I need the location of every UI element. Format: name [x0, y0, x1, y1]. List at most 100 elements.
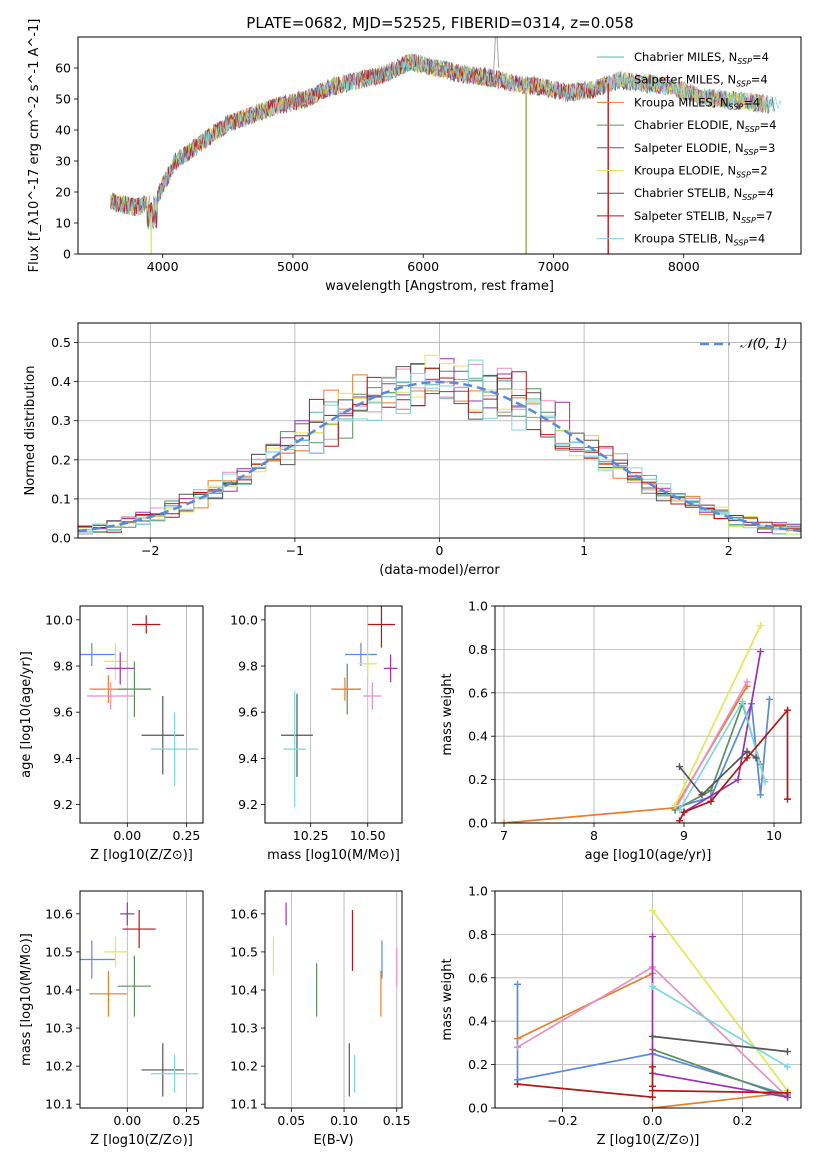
x-tick-label: −0.2 — [547, 1113, 577, 1128]
legend-subscript: SSP — [729, 102, 744, 111]
y-tick-label: 0.2 — [468, 772, 488, 787]
x-axis-label: (data-model)/error — [379, 563, 500, 578]
y-tick-label: 10.6 — [230, 906, 258, 921]
y-tick-label: 0.0 — [468, 1101, 488, 1116]
mass-weight-marker — [757, 791, 764, 799]
spectrum-line — [110, 54, 609, 229]
legend-subscript: SSP — [737, 57, 752, 66]
y-tick-label: 9.4 — [238, 751, 258, 766]
y-tick-label: 10.1 — [45, 1097, 73, 1112]
mass-weight-line — [652, 1048, 788, 1099]
x-tick-label: 0.05 — [277, 1113, 305, 1128]
mass-weight-marker — [649, 1104, 656, 1108]
mass-weight-line — [674, 699, 771, 809]
legend-count: =7 — [756, 209, 773, 223]
legend-entry: 𝒩(0, 1) — [740, 337, 787, 352]
x-tick-label: 0 — [436, 543, 444, 558]
y-tick-label: 0.2 — [51, 452, 71, 467]
mass-weight-marker — [649, 1063, 656, 1071]
y-tick-label: 9.4 — [53, 751, 73, 766]
mass-weight-marker — [649, 1032, 656, 1040]
mass-weight-marker — [761, 778, 769, 786]
y-tick-label: 0.6 — [468, 970, 488, 985]
y-axis-label: mass [log10(M/M⊙)] — [19, 933, 34, 1066]
y-tick-label: 10.0 — [230, 612, 258, 627]
mass-weight-line — [517, 1083, 653, 1099]
y-tick-label: 1.0 — [468, 599, 488, 614]
mass-weight-marker — [743, 754, 751, 762]
mass-weight-marker — [739, 697, 746, 705]
x-tick-label: 0.25 — [173, 828, 201, 843]
legend-entry: Chabrier MILES, NSSP=4 — [634, 50, 769, 66]
y-axis-label: age [log10(age/yr)] — [19, 651, 34, 778]
axes-frame — [77, 322, 802, 539]
y-tick-label: 30 — [55, 154, 71, 169]
mass-weight-marker — [514, 980, 521, 988]
gaussian-curve — [78, 380, 801, 533]
axes-age_vs_Z: 0.00 0.25 9.2 9.4 9.6 9.8 10.0 Z [log10(Z/Z⊙)] a… — [19, 605, 204, 863]
axes-residuals: −2 −1 0 1 2 0.0 0.1 0.2 0.3 0.4 0.5 (data-model)/er… — [23, 322, 802, 578]
legend-subscript: SSP — [741, 216, 756, 225]
mass-weight-marker — [676, 806, 683, 814]
spectrum-line — [110, 54, 782, 230]
y-tick-label: 0.0 — [51, 531, 71, 546]
x-axis-label: wavelength [Angstrom, rest frame] — [325, 279, 554, 294]
y-tick-label: 0.6 — [468, 685, 488, 700]
x-tick-label: −1 — [286, 543, 304, 558]
x-tick-label: 4000 — [147, 259, 179, 274]
legend-entry: Salpeter ELODIE, NSSP=3 — [634, 141, 775, 157]
y-tick-label: 0.0 — [468, 816, 488, 831]
legend-count: =4 — [748, 232, 765, 246]
legend-entry: Chabrier STELIB, NSSP=4 — [634, 186, 774, 202]
y-tick-label: 0.8 — [468, 642, 488, 657]
y-tick-label: 1.0 — [468, 884, 488, 899]
y-tick-label: 10.5 — [230, 944, 258, 959]
legend-count: =3 — [758, 141, 775, 155]
plot-area-mass_vs_ebv — [272, 902, 398, 1097]
legend-subscript: SSP — [736, 80, 751, 89]
plot-area-spectrum — [110, 37, 782, 254]
y-axis-label: mass weight — [440, 673, 455, 755]
mass-weight-marker — [514, 1035, 521, 1043]
y-tick-label: 0.5 — [51, 335, 71, 350]
axes-frame — [494, 890, 802, 1109]
y-tick-label: 9.6 — [238, 705, 258, 720]
mass-weight-marker — [784, 706, 791, 714]
x-tick-label: 6000 — [407, 259, 439, 274]
axes-spectrum: 4000 5000 6000 7000 8000 0 10 20 30 40 50 60 wavelen… — [27, 19, 802, 294]
axes-frame — [79, 605, 204, 824]
y-tick-label: 0.2 — [468, 1057, 488, 1072]
y-tick-label: 0.3 — [51, 413, 71, 428]
mass-weight-marker — [757, 648, 764, 656]
mass-weight-marker — [698, 791, 706, 799]
mass-weight-marker — [500, 819, 508, 823]
spectrum-spike — [493, 37, 500, 75]
mass-weight-marker — [649, 1093, 656, 1101]
axes-massweight_vs_Z: −0.2 0.0 0.2 0.0 0.2 0.4 0.6 0.8 1.0 Z [log10(Z/Z… — [440, 884, 802, 1148]
legend-subscript: SSP — [736, 171, 751, 180]
plot-area-massweight_vs_age — [500, 622, 791, 823]
x-tick-label: 0.15 — [383, 1113, 411, 1128]
mass-weight-line — [652, 1091, 788, 1108]
y-tick-label: 0.4 — [51, 374, 71, 389]
x-tick-label: 2 — [725, 543, 733, 558]
legend-subscript: SSP — [734, 239, 749, 248]
y-tick-label: 10.6 — [45, 906, 73, 921]
figure-title: PLATE=0682, MJD=52525, FIBERID=0314, z=0… — [246, 14, 633, 32]
x-tick-label: 5000 — [277, 259, 309, 274]
plot-area-massweight_vs_Z — [514, 907, 791, 1108]
legend-entry: Salpeter MILES, NSSP=4 — [634, 73, 768, 89]
y-tick-label: 0.8 — [468, 927, 488, 942]
x-tick-label: 1 — [580, 543, 588, 558]
mass-weight-marker — [784, 795, 791, 803]
x-tick-label: 10.25 — [293, 828, 329, 843]
y-axis-label: Flux [f_λ10^-17 erg cm^-2 s^-1 A^-1] — [27, 19, 42, 273]
mass-weight-marker — [676, 763, 683, 771]
mass-weight-line — [652, 1035, 788, 1053]
axes-frame — [264, 890, 403, 1109]
y-tick-label: 9.2 — [238, 797, 258, 812]
x-tick-label: 7000 — [538, 259, 570, 274]
mass-weight-marker — [784, 1063, 791, 1071]
x-tick-label: 10.50 — [350, 828, 386, 843]
